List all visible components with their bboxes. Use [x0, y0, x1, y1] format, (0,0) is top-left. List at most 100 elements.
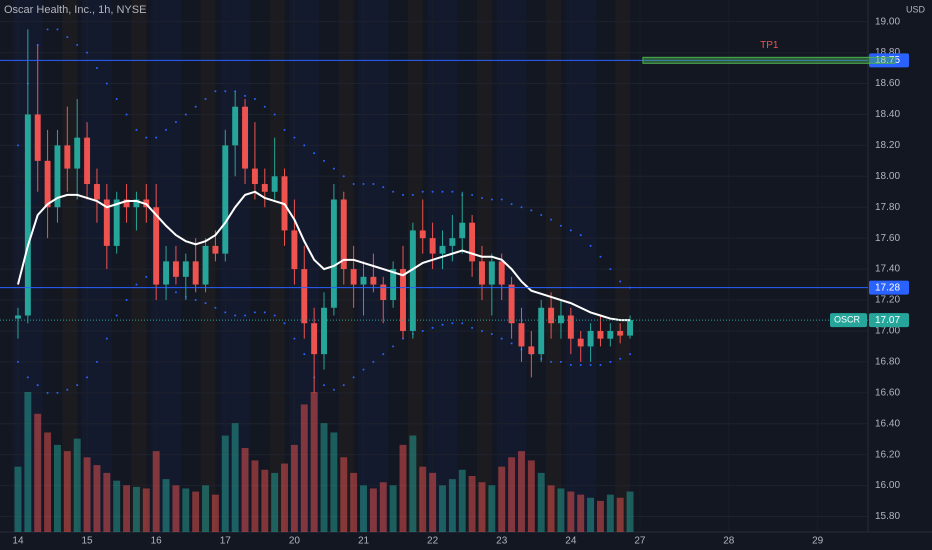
band-dot	[510, 342, 513, 345]
candle-body	[192, 261, 199, 285]
band-dot	[500, 337, 503, 340]
band-dot	[135, 283, 138, 286]
candle-body	[548, 307, 555, 324]
volume-bar	[182, 488, 190, 532]
y-tick-label: 19.00	[875, 16, 900, 27]
volume-bar	[389, 485, 397, 532]
volume-bar	[577, 494, 585, 532]
band-dot	[352, 183, 355, 186]
candle-body	[330, 199, 337, 308]
band-dot	[559, 360, 562, 363]
volume-bar	[290, 444, 298, 532]
band-dot	[145, 275, 148, 278]
candle-body	[172, 261, 179, 277]
candle-body	[488, 261, 495, 285]
band-dot	[392, 345, 395, 348]
volume-bar	[221, 435, 229, 532]
band-dot	[194, 299, 197, 302]
volume-bar	[162, 479, 170, 532]
candle-body	[390, 269, 397, 301]
band-dot	[441, 190, 444, 193]
volume-bar	[458, 469, 466, 532]
candle-body	[251, 168, 258, 185]
candle-body	[400, 269, 406, 331]
band-dot	[520, 206, 523, 209]
band-dot	[559, 224, 562, 227]
volume-bar	[300, 404, 308, 532]
volume-bar	[93, 465, 101, 532]
band-dot	[86, 376, 89, 379]
candle-body	[587, 330, 594, 347]
volume-bar	[261, 469, 269, 532]
volume-bar	[527, 460, 535, 532]
volume-bar	[379, 482, 387, 532]
candle-body	[291, 230, 298, 270]
band-dot	[263, 105, 266, 108]
band-dot	[26, 376, 29, 379]
volume-bar	[123, 485, 131, 532]
band-dot	[303, 353, 306, 356]
volume-bar	[251, 460, 259, 532]
volume-bar	[537, 472, 545, 532]
candle-body	[577, 338, 584, 347]
volume-bar	[83, 457, 91, 532]
band-dot	[402, 193, 404, 196]
y-tick-label: 18.40	[875, 109, 900, 120]
chart-title: Oscar Health, Inc., 1h, NYSE	[4, 4, 146, 16]
volume-bar	[73, 438, 81, 532]
candle-body	[469, 222, 476, 262]
candle-body	[74, 137, 81, 169]
candle-body	[498, 261, 505, 285]
band-dot	[362, 183, 365, 186]
y-tick-label: 18.80	[875, 47, 900, 58]
band-dot	[362, 368, 365, 371]
band-dot	[76, 384, 79, 387]
band-dot	[342, 384, 345, 387]
volume-bar	[448, 479, 456, 532]
volume-bar	[478, 482, 486, 532]
volume-bar	[340, 457, 348, 532]
candle-body	[153, 207, 160, 285]
volume-bar	[518, 451, 525, 532]
candle-body	[271, 176, 278, 192]
band-dot	[66, 388, 69, 391]
candle-body	[222, 145, 229, 254]
band-dot	[372, 360, 375, 363]
y-tick-label: 17.80	[875, 202, 900, 213]
candle-body	[617, 330, 624, 336]
x-tick-label: 23	[496, 536, 508, 547]
candle-body	[93, 184, 100, 200]
band-dot	[125, 113, 128, 116]
volume-bar	[24, 392, 32, 532]
band-dot	[323, 159, 326, 162]
volume-bar	[399, 444, 407, 532]
band-dot	[609, 268, 612, 271]
candle-body	[301, 269, 308, 324]
currency: USD	[906, 4, 926, 14]
band-dot	[135, 128, 138, 131]
band-dot	[115, 314, 118, 317]
y-tick-label: 16.20	[875, 449, 900, 460]
volume-bar	[113, 480, 121, 532]
x-tick-label: 28	[723, 536, 735, 547]
band-dot	[480, 329, 483, 332]
volume-bar	[310, 392, 318, 532]
band-dot	[500, 198, 503, 201]
volume-bar	[54, 444, 61, 532]
volume-bar	[44, 432, 52, 532]
band-dot	[579, 234, 582, 237]
band-dot	[76, 43, 79, 46]
volume-bar	[429, 472, 437, 532]
volume-bar	[409, 435, 417, 532]
volume-bar	[360, 485, 367, 532]
band-dot	[303, 144, 306, 147]
target-box	[642, 56, 897, 64]
candle-body	[202, 245, 209, 285]
band-dot	[155, 136, 158, 139]
band-dot	[16, 144, 19, 147]
volume-bar	[14, 466, 22, 532]
candle-body	[538, 307, 545, 355]
candle-body	[419, 230, 426, 239]
candle-body	[242, 106, 248, 169]
band-dot	[471, 326, 474, 329]
